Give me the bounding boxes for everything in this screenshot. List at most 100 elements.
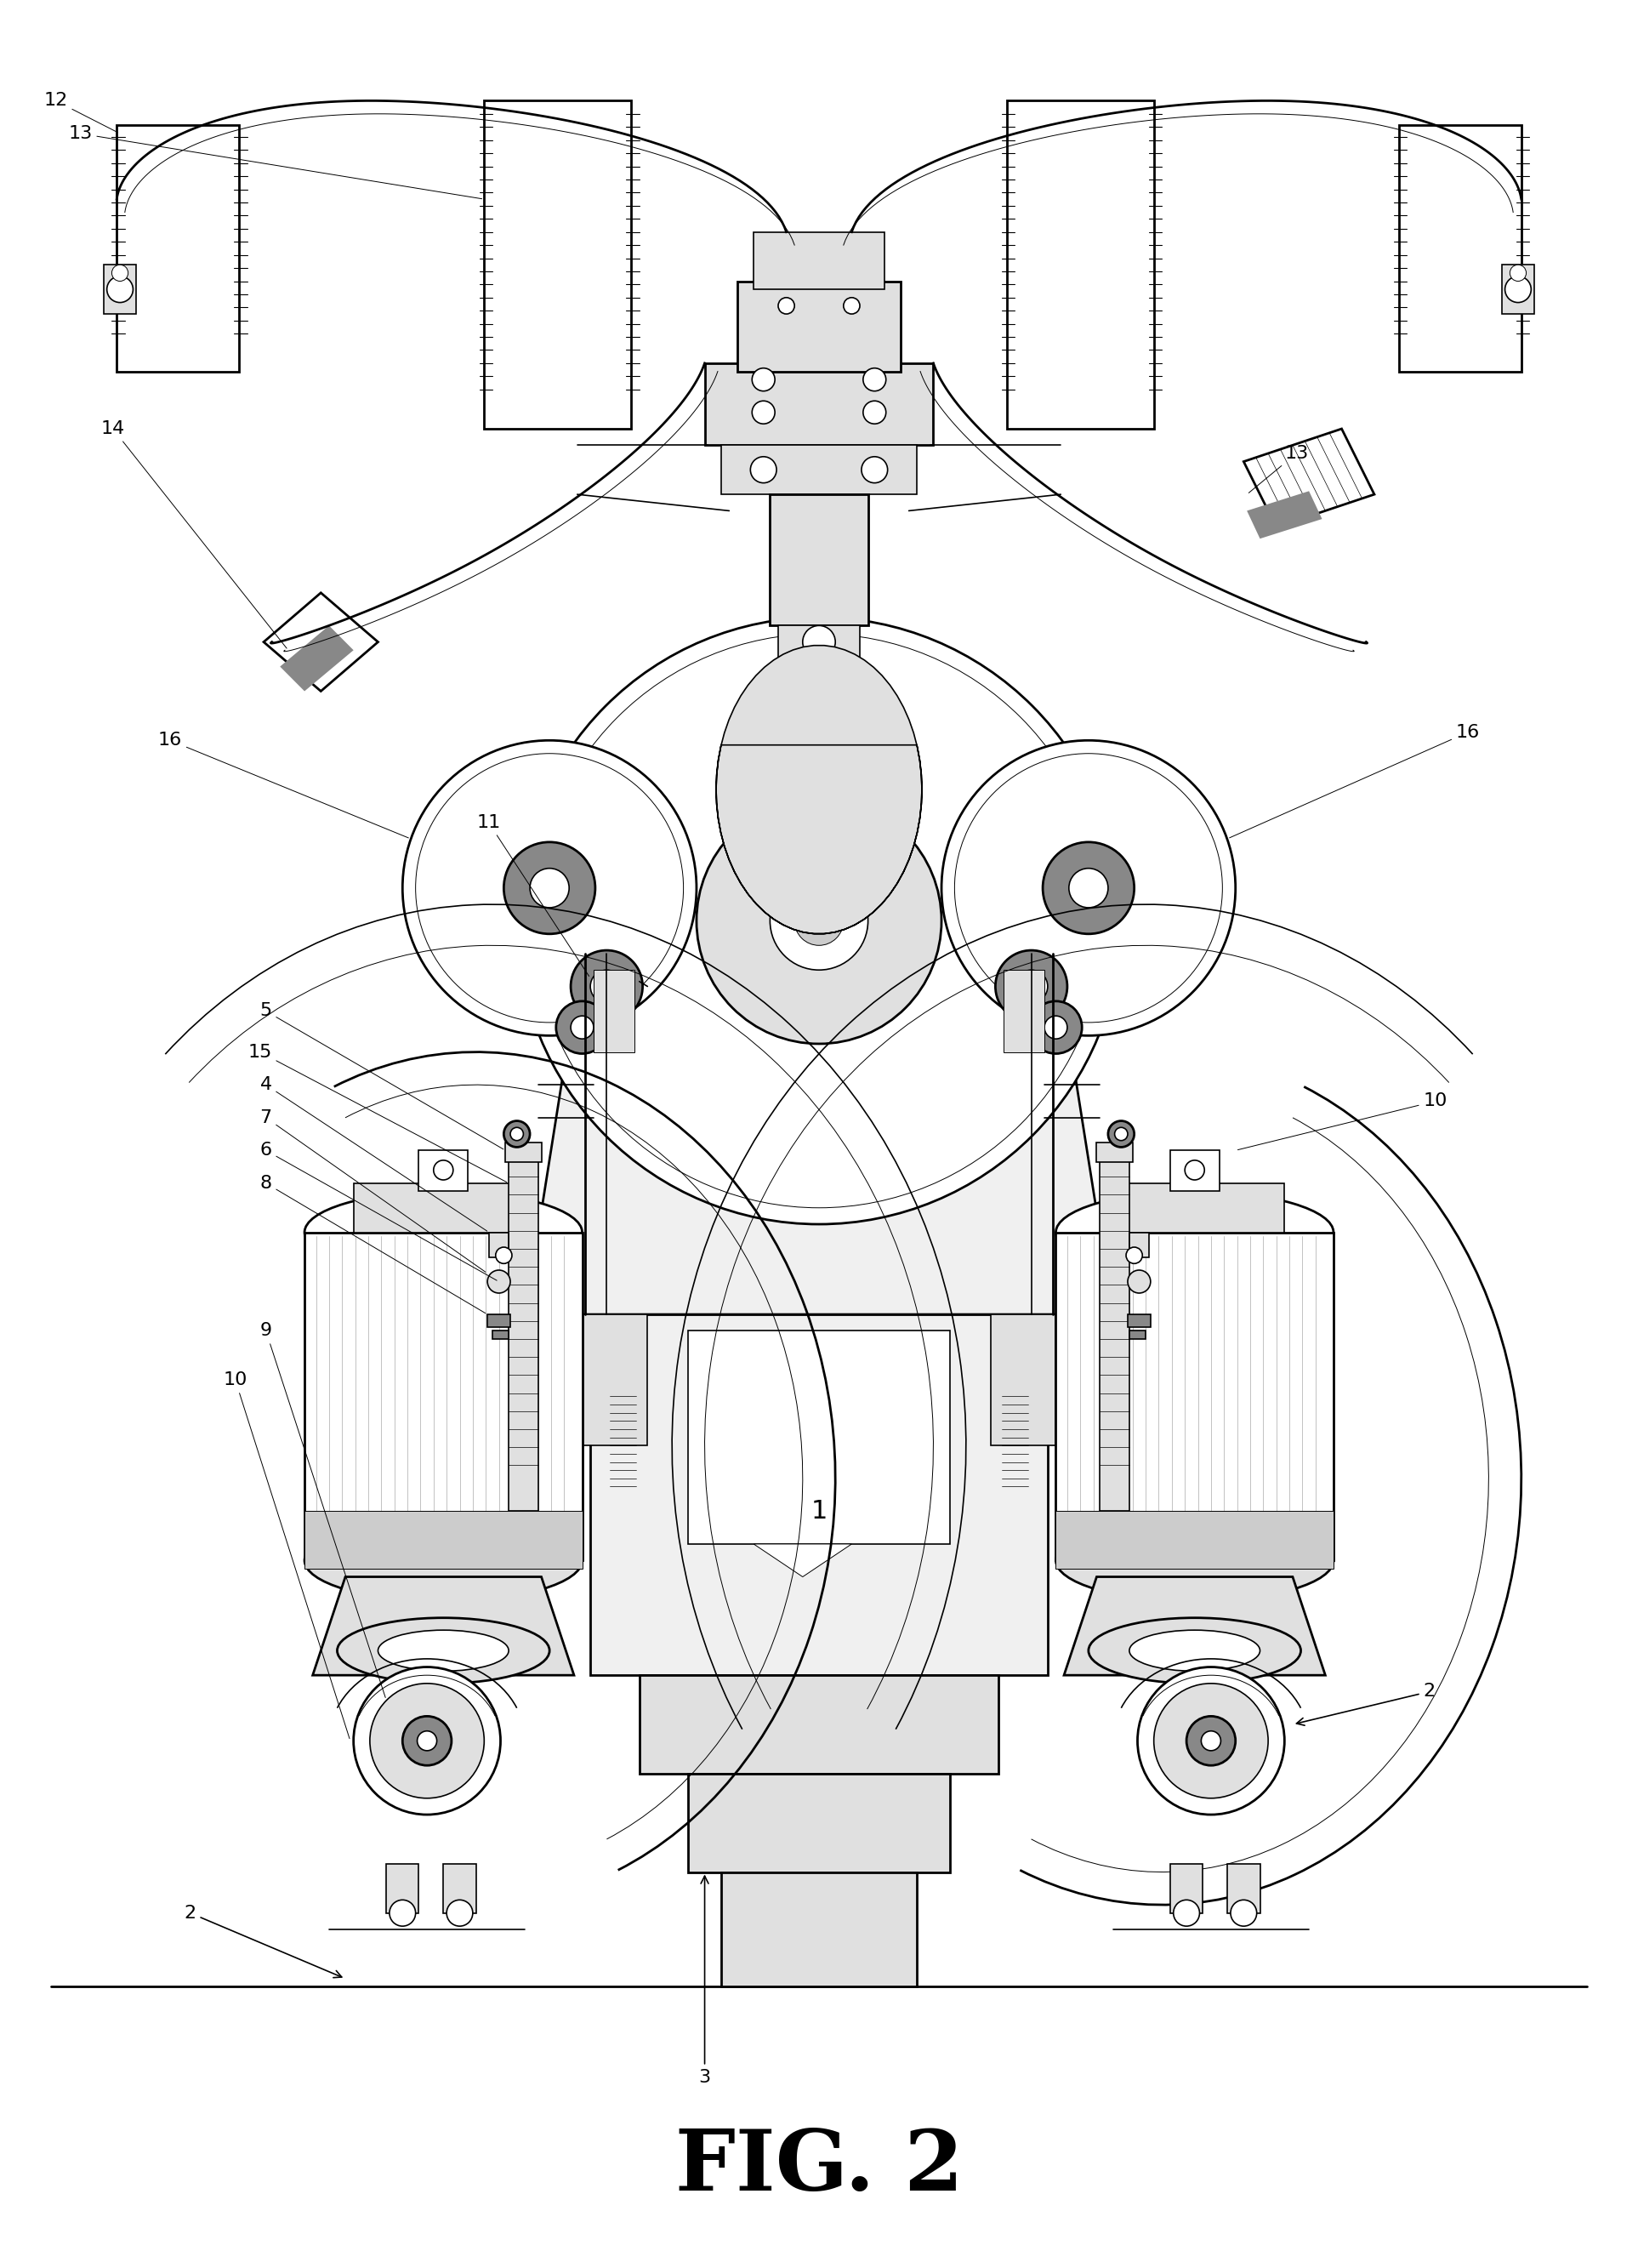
Circle shape — [111, 265, 128, 281]
Polygon shape — [264, 592, 378, 692]
Circle shape — [1030, 1000, 1083, 1055]
Circle shape — [1016, 971, 1048, 1002]
Circle shape — [1201, 1730, 1220, 1751]
Bar — [1101, 1150, 1129, 1510]
Bar — [1004, 971, 1045, 1052]
Circle shape — [752, 401, 775, 424]
Text: 16: 16 — [157, 733, 408, 837]
Circle shape — [505, 841, 595, 934]
Text: 16: 16 — [1230, 723, 1481, 837]
Bar — [305, 1232, 581, 1560]
Bar — [444, 1864, 477, 1912]
Polygon shape — [1247, 492, 1322, 540]
Bar — [688, 1331, 950, 1545]
Polygon shape — [1065, 1576, 1325, 1676]
Text: 2: 2 — [1297, 1683, 1435, 1726]
Bar — [581, 1315, 647, 1445]
Circle shape — [806, 694, 832, 721]
Circle shape — [106, 277, 133, 302]
Circle shape — [488, 1270, 511, 1293]
Text: 14: 14 — [102, 420, 287, 649]
Text: 9: 9 — [260, 1322, 385, 1696]
Circle shape — [590, 971, 622, 1002]
Text: 6: 6 — [260, 1141, 496, 1281]
Circle shape — [1125, 1247, 1142, 1263]
Circle shape — [570, 1016, 593, 1039]
Bar — [305, 1510, 581, 1569]
Circle shape — [996, 950, 1068, 1023]
Bar — [753, 231, 885, 290]
Text: 4: 4 — [260, 1077, 486, 1232]
Circle shape — [1186, 1717, 1235, 1765]
Circle shape — [1505, 277, 1532, 302]
Bar — [1227, 1864, 1260, 1912]
Text: 8: 8 — [260, 1175, 485, 1313]
Circle shape — [354, 1667, 501, 1814]
Text: 3: 3 — [699, 1876, 711, 2087]
Circle shape — [696, 798, 942, 1043]
Bar — [737, 281, 901, 372]
Bar — [1057, 1510, 1333, 1569]
Bar — [488, 1315, 511, 1327]
Circle shape — [518, 617, 1120, 1225]
Polygon shape — [280, 626, 354, 692]
Text: 10: 10 — [223, 1372, 349, 1740]
Text: 1: 1 — [811, 1499, 827, 1524]
Text: 11: 11 — [477, 814, 590, 975]
Ellipse shape — [1089, 1617, 1301, 1683]
Bar — [721, 1871, 917, 1987]
Text: 13: 13 — [1248, 445, 1309, 492]
Circle shape — [418, 1730, 437, 1751]
Text: 15: 15 — [247, 1043, 506, 1182]
Text: 13: 13 — [69, 125, 482, 200]
Circle shape — [370, 1683, 485, 1799]
Circle shape — [505, 1120, 531, 1148]
Circle shape — [750, 456, 776, 483]
Bar — [485, 100, 631, 429]
Polygon shape — [716, 646, 922, 934]
Text: 10: 10 — [1238, 1093, 1448, 1150]
Bar — [387, 1864, 419, 1912]
Polygon shape — [313, 1576, 573, 1676]
Circle shape — [1510, 265, 1527, 281]
Circle shape — [863, 401, 886, 424]
Bar — [991, 1315, 1057, 1445]
Circle shape — [434, 1161, 454, 1179]
Bar — [506, 1143, 541, 1161]
Circle shape — [1114, 1127, 1127, 1141]
Circle shape — [863, 367, 886, 390]
Circle shape — [1127, 1270, 1150, 1293]
Circle shape — [1184, 1161, 1204, 1179]
Circle shape — [1107, 1120, 1133, 1148]
Ellipse shape — [378, 1631, 509, 1672]
Polygon shape — [753, 1545, 852, 1576]
Ellipse shape — [305, 1520, 581, 1601]
Circle shape — [555, 1000, 608, 1055]
Circle shape — [778, 297, 794, 313]
Circle shape — [1173, 1901, 1199, 1926]
Bar — [103, 265, 136, 313]
Circle shape — [803, 626, 835, 658]
Circle shape — [1045, 1016, 1068, 1039]
Text: FIG. 2: FIG. 2 — [675, 2125, 963, 2209]
Bar — [1170, 1150, 1219, 1191]
Bar — [688, 1774, 950, 1871]
Circle shape — [531, 869, 568, 907]
Text: 7: 7 — [260, 1109, 485, 1272]
Bar — [419, 1150, 468, 1191]
Bar — [778, 626, 860, 676]
Circle shape — [403, 739, 696, 1036]
Circle shape — [570, 950, 642, 1023]
Circle shape — [447, 1901, 473, 1926]
Bar — [493, 1331, 509, 1338]
Bar — [1127, 1315, 1150, 1327]
Bar — [1129, 1232, 1148, 1256]
Circle shape — [511, 1127, 524, 1141]
Text: 5: 5 — [260, 1002, 503, 1150]
Circle shape — [942, 739, 1235, 1036]
Bar — [490, 1232, 509, 1256]
Bar — [1170, 1864, 1202, 1912]
Bar — [1502, 265, 1535, 313]
Text: 2: 2 — [183, 1905, 342, 1978]
Bar — [770, 494, 868, 626]
